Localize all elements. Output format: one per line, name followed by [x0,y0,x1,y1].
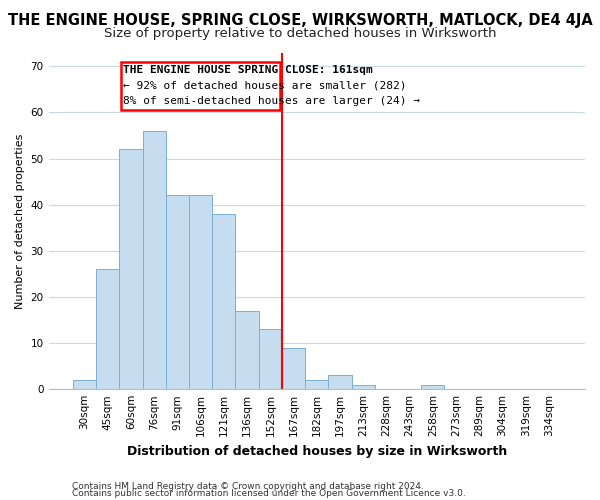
Bar [96,270,119,389]
Text: Size of property relative to detached houses in Wirksworth: Size of property relative to detached ho… [104,28,496,40]
Bar [189,196,212,389]
Text: ← 92% of detached houses are smaller (282): ← 92% of detached houses are smaller (28… [124,80,407,90]
Bar [282,348,305,389]
Text: 8% of semi-detached houses are larger (24) →: 8% of semi-detached houses are larger (2… [124,96,421,106]
Bar [305,380,328,389]
X-axis label: Distribution of detached houses by size in Wirksworth: Distribution of detached houses by size … [127,444,507,458]
Bar [421,384,445,389]
Bar [259,329,282,389]
Bar [166,196,189,389]
FancyBboxPatch shape [121,62,280,110]
Bar [328,376,352,389]
Bar [352,384,375,389]
Bar [73,380,96,389]
Text: THE ENGINE HOUSE, SPRING CLOSE, WIRKSWORTH, MATLOCK, DE4 4JA: THE ENGINE HOUSE, SPRING CLOSE, WIRKSWOR… [8,12,592,28]
Bar [212,214,235,389]
Y-axis label: Number of detached properties: Number of detached properties [15,133,25,308]
Bar [119,150,143,389]
Bar [143,131,166,389]
Bar [235,311,259,389]
Text: Contains HM Land Registry data © Crown copyright and database right 2024.: Contains HM Land Registry data © Crown c… [72,482,424,491]
Text: Contains public sector information licensed under the Open Government Licence v3: Contains public sector information licen… [72,488,466,498]
Text: THE ENGINE HOUSE SPRING CLOSE: 161sqm: THE ENGINE HOUSE SPRING CLOSE: 161sqm [124,66,373,76]
